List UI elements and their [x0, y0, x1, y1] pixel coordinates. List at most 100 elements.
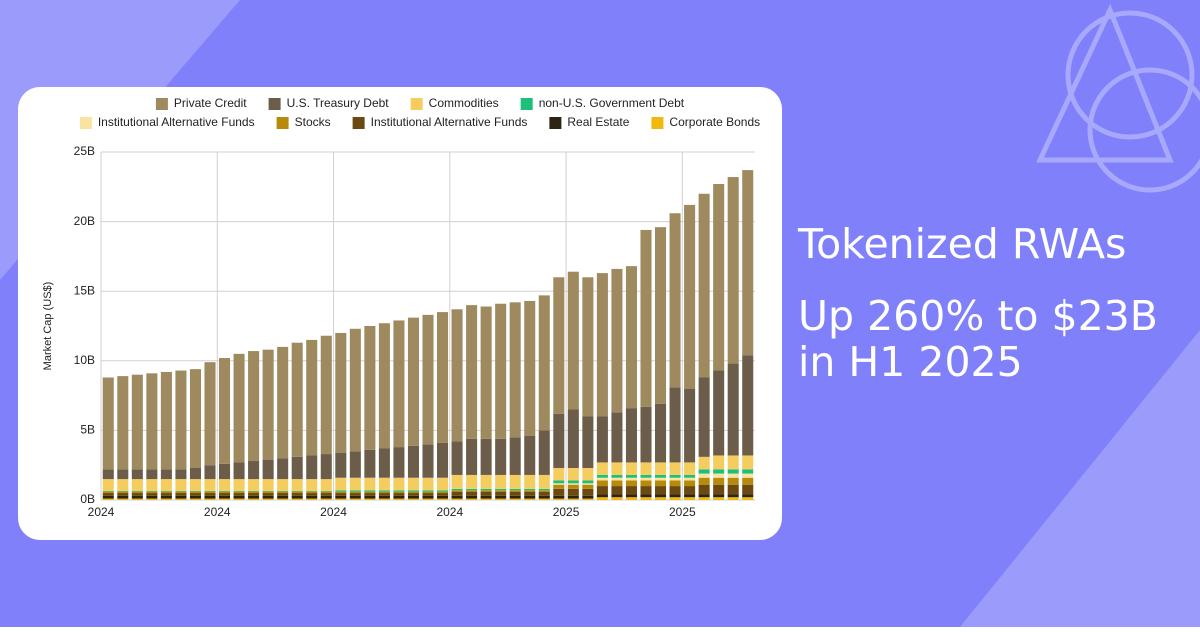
bar-segment [742, 494, 754, 498]
legend-label: Corporate Bonds [669, 115, 760, 129]
bar-segment [713, 494, 725, 498]
bar-segment [320, 491, 332, 494]
legend-item: Real Estate [549, 115, 630, 129]
bar-segment [553, 495, 565, 499]
x-tick-label: 2025 [553, 505, 580, 519]
bar-segment [291, 495, 303, 499]
bar-segment [567, 271, 579, 410]
bar-segment [262, 479, 274, 491]
bar-segment [320, 479, 332, 491]
bar-segment [349, 493, 361, 496]
bar-segment [640, 486, 652, 495]
bar-segment [262, 459, 274, 480]
bar-segment [102, 495, 114, 499]
bar-segment [378, 493, 390, 496]
bar-segment [495, 474, 507, 489]
bar-segment [538, 474, 550, 489]
bar-segment [582, 277, 594, 417]
bar-segment [248, 461, 260, 480]
bar-segment [669, 387, 681, 463]
bar-segment [582, 416, 594, 468]
bar-segment [422, 495, 434, 499]
bar-segment [698, 473, 710, 478]
bar-segment [698, 477, 710, 485]
bar-segment [538, 430, 550, 475]
bar-segment [335, 452, 347, 478]
bar-segment [684, 480, 696, 487]
bar-segment [175, 469, 187, 480]
bar-segment [466, 305, 478, 439]
bar-segment [248, 479, 260, 491]
bar-segment [698, 469, 710, 474]
bar-segment [233, 353, 245, 463]
bar-segment [233, 479, 245, 491]
logo [1036, 3, 1200, 193]
bar-segment [262, 493, 274, 496]
bar-segment [684, 388, 696, 463]
bar-segment [655, 477, 667, 481]
bar-segment [611, 497, 623, 500]
legend-label: non-U.S. Government Debt [539, 96, 685, 110]
bar-segment [495, 438, 507, 475]
bar-segment [553, 483, 565, 485]
bar-segment [117, 469, 129, 480]
bar-segment [466, 438, 478, 475]
bar-segment [567, 495, 579, 499]
bar-segment [669, 474, 681, 478]
bar-segment [727, 177, 739, 364]
bar-segment [422, 498, 434, 500]
bar-segment [437, 312, 449, 443]
bar-segment [291, 490, 303, 492]
bar-segment [349, 451, 361, 478]
bar-segment [524, 474, 536, 489]
bar-segment [393, 493, 405, 496]
bar-segment [611, 494, 623, 498]
bar-segment [538, 495, 550, 499]
bar-segment [219, 493, 231, 496]
bar-segment [538, 490, 550, 492]
bar-segment [291, 493, 303, 496]
bar-segment [219, 495, 231, 499]
bar-segment [306, 339, 318, 456]
bar-segment [335, 493, 347, 496]
bar-segment [640, 494, 652, 498]
bar-segment [466, 488, 478, 491]
bar-segment [204, 495, 216, 499]
bar-segment [669, 213, 681, 388]
bar-segment [611, 474, 623, 478]
bar-segment [262, 498, 274, 500]
bar-segment [713, 473, 725, 478]
bar-segment [684, 494, 696, 498]
bar-segment [117, 490, 129, 492]
bar-segment [204, 491, 216, 494]
bar-segment [378, 490, 390, 492]
legend-item: Institutional Alternative Funds [79, 115, 255, 129]
bar-segment [233, 495, 245, 499]
legend-swatch [268, 98, 281, 110]
bar-segment [160, 371, 172, 470]
bar-segment [524, 498, 536, 500]
bar-segment [233, 462, 245, 480]
bar-segment [611, 462, 623, 475]
bar-segment [596, 480, 608, 487]
bar-segment [480, 488, 492, 491]
bar-segment [742, 469, 754, 474]
bar-segment [189, 369, 201, 468]
bar-segment [596, 474, 608, 478]
bar-segment [727, 473, 739, 478]
bar-segment [727, 455, 739, 470]
bar-segment [393, 447, 405, 478]
bar-segment [437, 442, 449, 478]
bar-segment [422, 491, 434, 494]
bar-segment [320, 495, 332, 499]
bar-segment [219, 490, 231, 492]
bar-segment [684, 497, 696, 500]
bar-segment [698, 484, 710, 495]
bar-segment [102, 479, 114, 491]
headline-line: Tokenized RWAs [797, 220, 1126, 268]
bar-segment [291, 498, 303, 500]
bar-segment [727, 477, 739, 485]
bar-segment [219, 479, 231, 491]
bar-segment [509, 495, 521, 499]
legend-item: non-U.S. Government Debt [520, 96, 685, 110]
